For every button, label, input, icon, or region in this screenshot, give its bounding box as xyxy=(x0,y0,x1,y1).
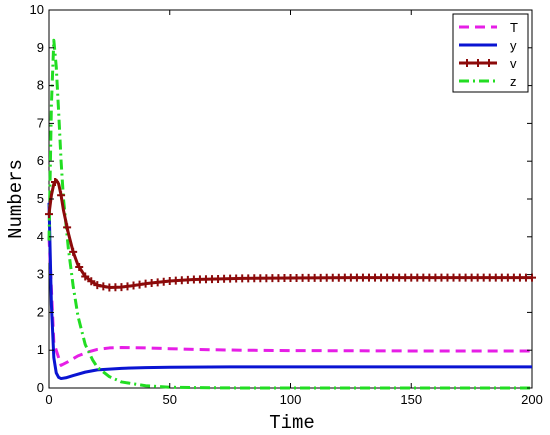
series-line-y xyxy=(47,202,532,381)
plot-frame xyxy=(48,9,533,389)
legend-item-v: v xyxy=(459,56,517,71)
y-tick-label: 2 xyxy=(37,304,44,319)
plot-area: 0 50 100 150 200 0 1 2 3 4 5 6 7 8 9 10 xyxy=(30,2,543,407)
legend-marker xyxy=(474,59,482,67)
y-tick-label: 3 xyxy=(37,267,44,282)
series-layer xyxy=(45,38,536,390)
legend-item-z: z xyxy=(459,74,517,89)
series-v-marker xyxy=(51,177,60,186)
x-tick-label: 100 xyxy=(280,392,302,407)
series-v-marker xyxy=(93,281,102,290)
x-tick-label: 0 xyxy=(45,392,52,407)
legend-label: y xyxy=(510,38,517,53)
x-tick-label: 50 xyxy=(163,392,177,407)
y-tick-label: 0 xyxy=(37,380,44,395)
series-v xyxy=(45,177,536,292)
x-tick-label: 200 xyxy=(521,392,543,407)
y-axis-title: Numbers xyxy=(5,159,27,239)
series-z xyxy=(47,38,532,390)
series-v-marker xyxy=(81,272,90,281)
series-v-marker xyxy=(45,210,53,219)
x-axis-title: Time xyxy=(269,412,315,434)
series-T xyxy=(47,236,532,367)
legend-marker xyxy=(485,59,493,67)
legend-item-y: y xyxy=(459,38,517,53)
series-y xyxy=(47,202,532,381)
y-axis-ticks: 0 1 2 3 4 5 6 7 8 9 10 xyxy=(30,2,532,395)
series-v-marker xyxy=(69,247,78,256)
series-line-z xyxy=(47,38,532,390)
y-tick-label: 4 xyxy=(37,229,44,244)
x-tick-label: 150 xyxy=(400,392,422,407)
series-v-marker xyxy=(87,277,96,286)
y-tick-label: 10 xyxy=(30,2,44,17)
y-tick-label: 8 xyxy=(37,78,44,93)
x-axis-ticks: 0 50 100 150 200 xyxy=(45,10,543,407)
y-tick-label: 1 xyxy=(37,342,44,357)
legend-label: z xyxy=(510,74,517,89)
series-v-marker xyxy=(63,223,72,232)
y-tick-label: 9 xyxy=(37,40,44,55)
series-line-T xyxy=(47,236,532,367)
legend-label: v xyxy=(510,56,517,71)
y-tick-label: 6 xyxy=(37,153,44,168)
series-v-marker xyxy=(99,282,108,291)
series-v-marker xyxy=(57,191,66,200)
y-tick-label: 7 xyxy=(37,115,44,130)
y-tick-label: 5 xyxy=(37,191,44,206)
legend-marker xyxy=(463,59,471,67)
legend-label: T xyxy=(510,20,518,35)
series-v-marker xyxy=(75,263,84,272)
legend-item-T: T xyxy=(459,20,518,35)
